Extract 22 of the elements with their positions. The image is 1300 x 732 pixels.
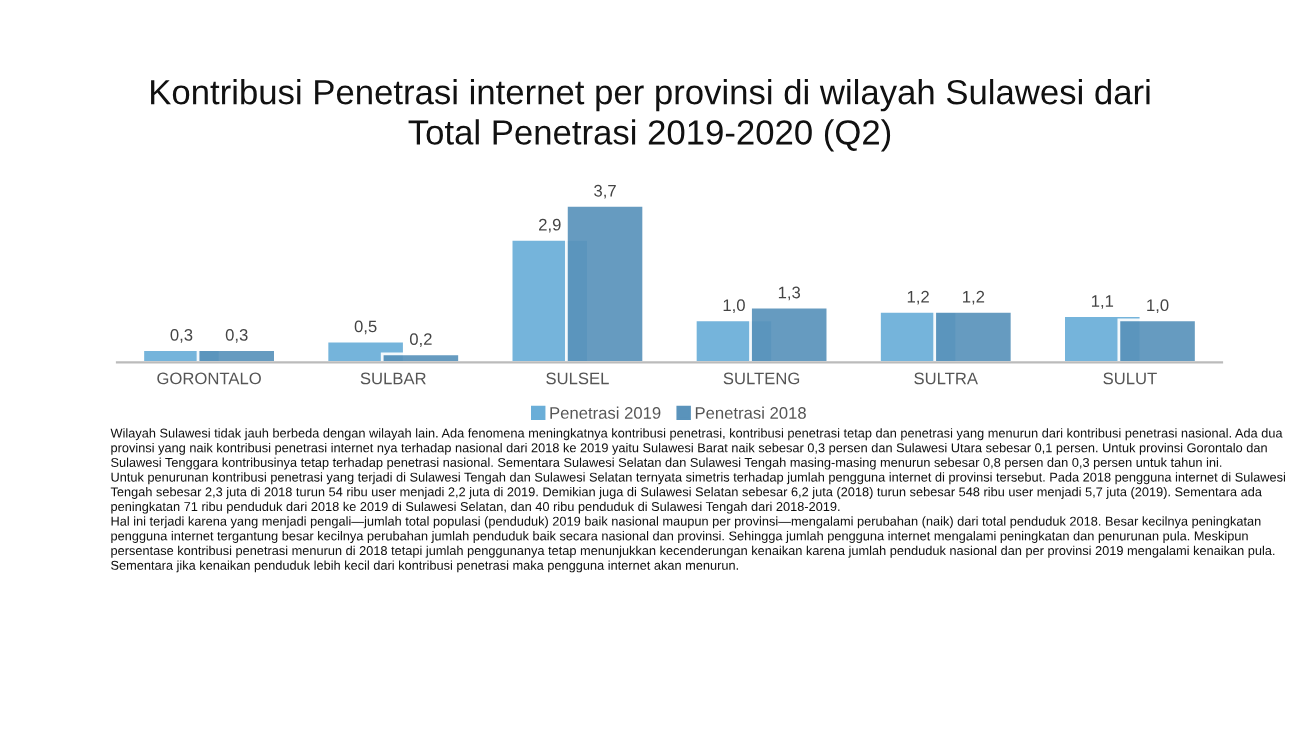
- data-label: 0,3: [225, 328, 248, 343]
- data-label: 0,2: [409, 333, 432, 347]
- x-tick-label: SULBAR: [360, 372, 426, 385]
- data-label: 2,9: [539, 218, 561, 233]
- x-tick-label: GORONTALO: [157, 372, 261, 385]
- data-label: 0,5: [354, 320, 377, 335]
- data-label: 1,0: [723, 299, 745, 314]
- x-tick-label: SULSEL: [546, 372, 609, 385]
- legend-label: Penetrasi 2019: [550, 406, 661, 419]
- x-tick-label: SULUT: [1103, 372, 1157, 385]
- data-label: 1,2: [907, 290, 929, 305]
- data-label: 1,1: [1091, 295, 1114, 309]
- data-label: 1,0: [1147, 299, 1169, 314]
- legend-label: Penetrasi 2018: [695, 406, 806, 419]
- x-tick-label: SULTRA: [914, 372, 978, 385]
- data-label: 3,7: [594, 184, 616, 199]
- data-label: 0,3: [170, 328, 193, 343]
- x-tick-label: SULTENG: [723, 372, 800, 385]
- data-label: 1,2: [963, 290, 985, 305]
- chart-title: Kontribusi Penetrasi internet per provinsi di wilayah Sulawesi dari: [151, 78, 1150, 112]
- chart-subtitle: Total Penetrasi 2019-2020 (Q2): [408, 119, 891, 152]
- data-label: 1,3: [778, 286, 801, 301]
